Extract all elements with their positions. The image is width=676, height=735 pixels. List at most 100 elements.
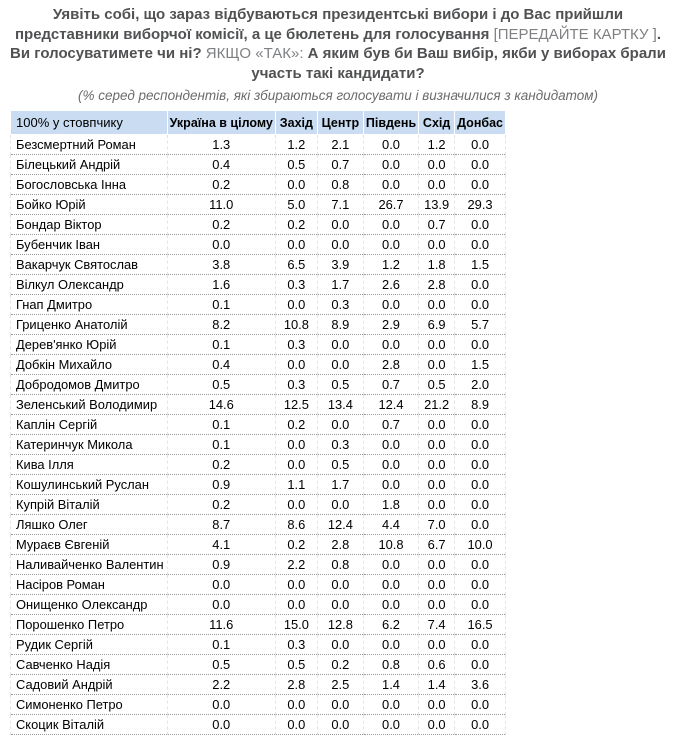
table-row: Добродомов Дмитро 0.5 0.3 0.5 0.7 0.5 2.0: [10, 374, 506, 395]
percentage-cell: 1.6: [167, 274, 276, 295]
candidate-name: Кошулинський Руслан: [10, 474, 168, 495]
candidate-name: Мураєв Євгеній: [10, 534, 168, 555]
percentage-cell: 1.7: [317, 274, 364, 295]
candidate-name: Бойко Юрій: [10, 194, 168, 215]
table-row: Дерев'янко Юрій 0.1 0.3 0.0 0.0 0.0 0.0: [10, 334, 506, 355]
percentage-cell: 11.0: [167, 194, 276, 215]
candidate-name: Кива Ілля: [10, 454, 168, 475]
percentage-cell: 0.1: [167, 634, 276, 655]
candidate-name: Добкін Михайло: [10, 354, 168, 375]
candidate-name: Онищенко Олександр: [10, 594, 168, 615]
candidate-name: Каплін Сергій: [10, 414, 168, 435]
percentage-cell: 1.7: [317, 474, 364, 495]
percentage-cell: 0.0: [454, 554, 506, 575]
percentage-cell: 13.9: [418, 194, 456, 215]
percentage-cell: 1.4: [363, 674, 420, 695]
percentage-cell: 2.8: [275, 674, 318, 695]
percentage-cell: 0.8: [317, 554, 364, 575]
percentage-cell: 0.0: [418, 454, 456, 475]
percentage-cell: 2.1: [317, 134, 364, 155]
percentage-cell: 0.3: [317, 294, 364, 315]
percentage-cell: 1.4: [418, 674, 456, 695]
percentage-cell: 0.0: [363, 294, 420, 315]
percentage-cell: 0.3: [317, 434, 364, 455]
percentage-cell: 0.0: [454, 134, 506, 155]
percentage-cell: 0.8: [317, 174, 364, 195]
percentage-cell: 26.7: [363, 194, 420, 215]
percentage-cell: 0.0: [317, 214, 364, 235]
percentage-cell: 0.0: [418, 494, 456, 515]
percentage-cell: 0.0: [317, 714, 364, 735]
candidate-name: Зеленський Володимир: [10, 394, 168, 415]
percentage-cell: 0.0: [363, 714, 420, 735]
percentage-cell: 0.0: [418, 434, 456, 455]
table-row: Онищенко Олександр 0.0 0.0 0.0 0.0 0.0 0.0: [10, 594, 506, 615]
percentage-cell: 0.0: [418, 154, 456, 175]
candidate-name: Садовий Андрій: [10, 674, 168, 695]
percentage-cell: 0.0: [454, 334, 506, 355]
percentage-cell: 0.0: [275, 494, 318, 515]
question-instruction-if-yes: ЯКЩО «ТАК»:: [205, 45, 304, 62]
percentage-cell: 0.0: [363, 154, 420, 175]
percentage-cell: 0.8: [363, 654, 420, 675]
candidate-name: Добродомов Дмитро: [10, 374, 168, 395]
percentage-cell: 0.0: [275, 294, 318, 315]
table-row: Садовий Андрій 2.2 2.8 2.5 1.4 1.4 3.6: [10, 674, 506, 695]
table-row: Савченко Надія 0.5 0.5 0.2 0.8 0.6 0.0: [10, 654, 506, 675]
percentage-cell: 0.0: [317, 234, 364, 255]
percentage-cell: 0.0: [418, 574, 456, 595]
table-row: Бубенчик Іван 0.0 0.0 0.0 0.0 0.0 0.0: [10, 234, 506, 255]
percentage-cell: 0.0: [418, 354, 456, 375]
percentage-cell: 12.4: [363, 394, 420, 415]
results-table: 100% у стовпчику Україна в цілому Захід …: [10, 110, 506, 735]
percentage-cell: 6.7: [418, 534, 456, 555]
percentage-cell: 0.0: [454, 234, 506, 255]
percentage-cell: 0.0: [363, 594, 420, 615]
table-row: Каплін Сергій 0.1 0.2 0.0 0.7 0.0 0.0: [10, 414, 506, 435]
percentage-cell: 16.5: [454, 614, 506, 635]
percentage-cell: 0.0: [167, 594, 276, 615]
percentage-cell: 0.5: [167, 654, 276, 675]
percentage-cell: 0.4: [167, 354, 276, 375]
percentage-cell: 0.2: [167, 454, 276, 475]
percentage-cell: 4.4: [363, 514, 420, 535]
candidate-name: Ляшко Олег: [10, 514, 168, 535]
percentage-cell: 0.0: [454, 294, 506, 315]
percentage-cell: 0.0: [454, 274, 506, 295]
table-row: Безсмертний Роман 1.3 1.2 2.1 0.0 1.2 0.0: [10, 134, 506, 155]
percentage-cell: 0.0: [454, 514, 506, 535]
percentage-cell: 3.8: [167, 254, 276, 275]
percentage-cell: 29.3: [454, 194, 506, 215]
table-row: Бойко Юрій 11.0 5.0 7.1 26.7 13.9 29.3: [10, 194, 506, 215]
percentage-cell: 2.2: [275, 554, 318, 575]
percentage-cell: 3.6: [454, 674, 506, 695]
candidate-name: Білецький Андрій: [10, 154, 168, 175]
percentage-cell: 11.6: [167, 614, 276, 635]
percentage-cell: 1.5: [454, 254, 506, 275]
percentage-cell: 1.8: [363, 494, 420, 515]
percentage-cell: 0.0: [418, 594, 456, 615]
percentage-cell: 2.8: [317, 534, 364, 555]
percentage-cell: 0.5: [317, 374, 364, 395]
candidate-name: Катеринчук Микола: [10, 434, 168, 455]
percentage-cell: 0.1: [167, 334, 276, 355]
percentage-cell: 0.0: [275, 594, 318, 615]
percentage-cell: 0.2: [317, 654, 364, 675]
percentage-cell: 0.0: [418, 554, 456, 575]
percentage-cell: 0.0: [275, 434, 318, 455]
percentage-cell: 0.5: [167, 374, 276, 395]
percentage-cell: 0.0: [363, 554, 420, 575]
percentage-cell: 0.7: [317, 154, 364, 175]
percentage-cell: 0.0: [167, 574, 276, 595]
table-row: Ляшко Олег 8.7 8.6 12.4 4.4 7.0 0.0: [10, 514, 506, 535]
percentage-cell: 0.2: [275, 214, 318, 235]
percentage-cell: 0.0: [418, 474, 456, 495]
percentage-cell: 13.4: [317, 394, 364, 415]
percentage-cell: 0.0: [275, 574, 318, 595]
percentage-cell: 3.9: [317, 254, 364, 275]
percentage-cell: 7.1: [317, 194, 364, 215]
percentage-cell: 0.0: [317, 354, 364, 375]
col-header-stub: 100% у стовпчику: [10, 110, 168, 135]
question-instruction-card: [ПЕРЕДАЙТЕ КАРТКУ ]: [493, 25, 657, 43]
table-row: Богословська Інна 0.2 0.0 0.8 0.0 0.0 0.0: [10, 174, 506, 195]
